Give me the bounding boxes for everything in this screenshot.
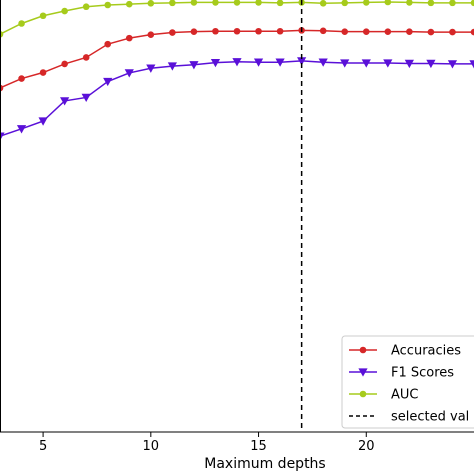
legend-box — [341, 335, 474, 429]
f1-scores-point — [404, 59, 414, 69]
auc-point — [384, 0, 392, 6]
f1-scores-point — [103, 77, 113, 87]
legend-label: selected val — [391, 410, 469, 425]
f1-scores-point — [60, 97, 70, 106]
accuracies-point — [169, 29, 176, 36]
accuracies-point — [319, 27, 327, 35]
series-accuracies — [0, 27, 474, 92]
f1-scores-point — [124, 69, 134, 78]
legend-entry-auc: AUC — [349, 388, 419, 403]
series-layer — [0, 0, 474, 141]
f1-scores-point — [167, 62, 177, 71]
auc-point — [233, 0, 241, 6]
auc-point — [212, 0, 219, 6]
legend-entry-accuracies: Accuracies — [349, 344, 461, 359]
accuracies-point — [125, 34, 133, 42]
legend-label: Accuracies — [391, 344, 461, 359]
auc-point — [449, 0, 456, 7]
accuracies-point — [39, 69, 47, 76]
f1-scores-line — [0, 60, 474, 137]
legend-entry-f1-scores: F1 Scores — [349, 366, 454, 381]
legend-entry-selected-val: selected val — [349, 410, 469, 425]
auc-point — [276, 0, 284, 7]
auc-point — [341, 0, 349, 7]
legend-marker — [359, 390, 367, 398]
auc-point — [427, 0, 435, 7]
x-tick-label: 5 — [39, 439, 47, 454]
f1-scores-point — [253, 58, 264, 67]
f1-scores-point — [232, 58, 242, 67]
legend-label: F1 Scores — [391, 366, 454, 381]
auc-point — [190, 0, 198, 6]
auc-point — [169, 0, 176, 7]
legend-items: Accuracies F1 Scores AUC selected val — [349, 344, 469, 425]
f1-scores-point — [426, 59, 436, 69]
accuracies-point — [61, 60, 68, 68]
auc-point — [406, 0, 413, 6]
accuracies-point — [233, 27, 241, 35]
x-tick-label: 20 — [358, 439, 375, 454]
f1-scores-point — [81, 93, 91, 103]
legend: Accuracies F1 Scores AUC selected val — [341, 335, 474, 429]
series-auc — [0, 0, 474, 38]
f1-scores-point — [146, 64, 156, 73]
accuracies-point — [470, 28, 474, 36]
accuracies-point — [212, 27, 219, 35]
f1-scores-point — [361, 59, 371, 68]
accuracies-point — [18, 75, 25, 82]
auc-point — [255, 0, 262, 6]
accuracies-point — [449, 28, 456, 36]
f1-scores-point — [189, 61, 199, 70]
accuracies-point — [406, 28, 413, 35]
f1-scores-point — [340, 59, 350, 68]
f1-scores-point — [210, 58, 221, 68]
x-ticks: 5 10 15 20 — [39, 432, 375, 454]
auc-point — [104, 1, 112, 9]
f1-scores-point — [469, 60, 474, 69]
auc-point — [319, 0, 327, 7]
accuracies-point — [82, 54, 90, 61]
auc-point — [470, 0, 474, 7]
accuracies-point — [427, 28, 435, 36]
auc-point — [61, 7, 68, 15]
accuracies-point — [104, 40, 112, 48]
accuracies-point — [341, 28, 349, 35]
accuracies-point — [255, 27, 262, 35]
legend-marker — [358, 368, 368, 377]
auc-point — [362, 0, 370, 6]
legend-label: AUC — [391, 388, 419, 403]
f1-scores-point — [383, 59, 393, 68]
f1-scores-point — [297, 57, 307, 66]
auc-point — [39, 12, 47, 20]
legend-marker — [359, 346, 367, 354]
f1-scores-point — [0, 132, 5, 141]
x-axis-label: Maximum depths — [204, 456, 325, 472]
f1-scores-point — [275, 58, 285, 67]
f1-scores-point — [447, 60, 458, 69]
f1-scores-point — [318, 58, 328, 67]
accuracies-point — [147, 31, 155, 38]
x-tick-label: 15 — [250, 439, 267, 454]
accuracies-point — [276, 27, 284, 35]
auc-point — [147, 0, 155, 7]
auc-point — [18, 20, 25, 27]
auc-point — [82, 3, 90, 11]
auc-point — [125, 0, 133, 8]
f1-scores-point — [38, 117, 48, 126]
accuracies-point — [190, 28, 198, 35]
f1-scores-point — [16, 125, 27, 134]
accuracies-point — [384, 28, 392, 35]
x-tick-label: 10 — [143, 439, 160, 454]
accuracies-point — [362, 28, 370, 35]
series-f1-scores — [0, 57, 474, 141]
